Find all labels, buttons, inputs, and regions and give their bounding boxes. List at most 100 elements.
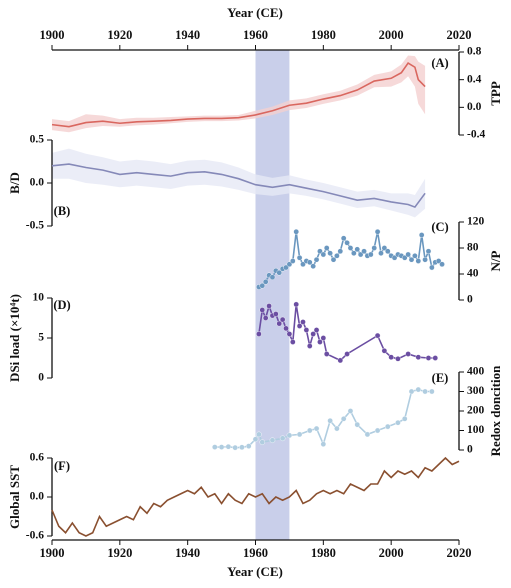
data-point	[252, 436, 259, 443]
data-point	[381, 347, 388, 354]
y-tick-label: 5	[38, 332, 44, 344]
data-point	[232, 444, 238, 451]
y-tick-label: -0.5	[26, 220, 44, 232]
x-tick-label-bottom: 1980	[311, 546, 336, 560]
data-point	[334, 252, 340, 259]
highlight-band	[255, 50, 290, 540]
data-point	[405, 251, 411, 258]
data-point	[296, 323, 303, 329]
data-point	[374, 332, 381, 339]
x-tick-label-bottom: 2000	[379, 546, 404, 560]
y-tick-label: 120	[467, 216, 485, 228]
data-point	[384, 248, 391, 255]
data-point	[313, 256, 320, 263]
data-point	[313, 425, 320, 432]
x-axis-title-bottom: Year (CE)	[227, 564, 283, 579]
y-tick-label: 0	[467, 294, 473, 306]
panel-label: (B)	[54, 204, 71, 218]
data-point	[239, 444, 245, 451]
data-point	[266, 303, 272, 309]
data-point	[245, 443, 252, 449]
data-point	[415, 258, 422, 264]
y-tick-label: 0.6	[30, 452, 45, 464]
x-tick-label-top: 1940	[175, 28, 200, 42]
data-point	[293, 228, 300, 235]
y-tick-label: 400	[467, 366, 485, 378]
data-point	[425, 248, 432, 255]
data-point	[401, 415, 408, 422]
x-tick-label-top: 2000	[379, 28, 404, 42]
data-point	[317, 339, 323, 345]
uncertainty-band	[52, 55, 426, 133]
y-axis-title: DSi load (×10⁴t)	[7, 294, 22, 382]
data-point	[259, 282, 266, 289]
data-point	[412, 252, 418, 259]
y-tick-label: 0	[467, 444, 473, 456]
data-point	[405, 351, 411, 357]
y-tick-label: 0.4	[467, 73, 482, 85]
data-point	[286, 331, 293, 337]
y-tick-label: 0.5	[30, 134, 45, 146]
data-point	[256, 331, 262, 337]
data-point	[327, 417, 333, 424]
data-point	[225, 443, 232, 450]
y-axis-title: N/P	[488, 250, 503, 271]
x-tick-label-top: 1920	[107, 28, 132, 42]
data-point	[361, 248, 367, 255]
data-point	[256, 431, 262, 438]
background-layer	[52, 50, 426, 540]
data-point	[218, 444, 225, 450]
data-point	[313, 327, 320, 333]
x-tick-label-bottom: 1900	[40, 546, 65, 560]
y-tick-label: 0	[38, 372, 44, 384]
x-axis-title-top: Year (CE)	[227, 5, 283, 20]
data-point	[384, 423, 391, 430]
data-point	[293, 301, 300, 308]
data-point	[425, 355, 432, 361]
data-point	[211, 444, 218, 450]
data-point	[306, 259, 313, 266]
data-point	[340, 235, 347, 242]
data-point	[408, 256, 415, 263]
data-point	[310, 263, 316, 270]
data-point	[323, 351, 330, 357]
data-point	[344, 239, 350, 246]
y-tick-label: -0.4	[467, 129, 485, 141]
x-tick-label-top: 2020	[447, 28, 472, 42]
y-tick-label: 0.0	[30, 491, 45, 503]
data-point	[381, 245, 388, 251]
data-point	[374, 228, 381, 235]
x-tick-label-bottom: 2020	[447, 546, 472, 560]
panel-label: (A)	[431, 56, 448, 70]
data-point	[330, 256, 337, 263]
data-point	[283, 325, 289, 332]
data-point	[303, 327, 310, 333]
data-point	[259, 439, 266, 446]
y-tick-label: 10	[33, 292, 45, 304]
y-tick-label: -0.6	[26, 530, 44, 542]
data-point	[415, 386, 422, 393]
data-point	[368, 251, 374, 258]
data-point	[273, 311, 279, 317]
data-point	[286, 432, 293, 439]
data-point	[371, 245, 378, 251]
data-point	[418, 232, 425, 238]
data-point	[296, 431, 303, 438]
y-tick-label: 200	[467, 405, 485, 417]
data-point	[340, 415, 347, 422]
data-point	[408, 388, 415, 395]
data-point	[334, 425, 340, 432]
panel-label: (C)	[431, 220, 448, 234]
data-line	[51, 61, 426, 128]
data-point	[306, 427, 313, 434]
data-point	[337, 357, 344, 364]
data-point	[279, 435, 286, 442]
data-point	[415, 354, 422, 361]
data-point	[269, 437, 276, 444]
data-point	[351, 250, 357, 256]
data-point	[296, 254, 303, 261]
x-tick-label-bottom: 1940	[175, 546, 200, 560]
data-point	[435, 258, 442, 264]
data-point	[279, 316, 286, 323]
